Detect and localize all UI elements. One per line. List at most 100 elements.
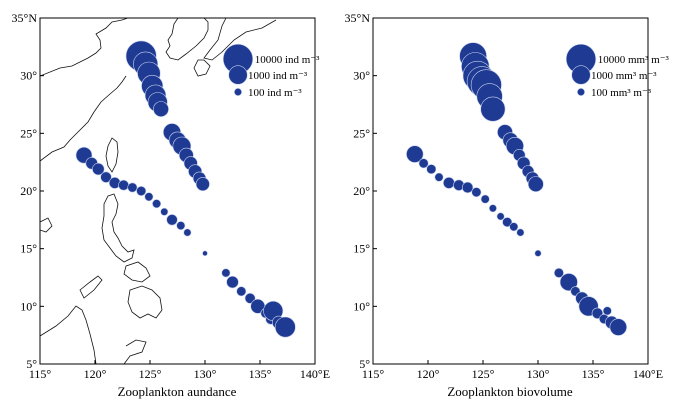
station-marker <box>152 199 162 209</box>
station-marker <box>471 187 482 198</box>
station-marker <box>488 204 497 213</box>
sulawesi-coastline <box>123 339 147 364</box>
station-marker <box>195 177 210 192</box>
y-tick-label: 35°N <box>345 11 371 25</box>
station-marker <box>226 275 239 289</box>
x-tick-label: 135° <box>249 367 272 381</box>
biovolume-map-panel: 10000 mm³ m⁻³ 1000 mm³ m⁻³ 100 mm³ m⁻³ 115… <box>345 11 670 399</box>
taiwan-coastline <box>105 137 119 173</box>
x-tick-label: 115° <box>29 367 52 381</box>
station-marker <box>434 172 444 182</box>
legend-label: 1000 mm³ m⁻³ <box>591 70 657 82</box>
station-marker <box>406 145 424 163</box>
x-axis-ticks: 115° 120° 125° 130° 135° 140°E <box>29 360 330 381</box>
y-tick-label: 25° <box>20 126 37 140</box>
station-marker <box>236 286 247 297</box>
station-markers <box>75 40 296 338</box>
japan-coastline <box>203 18 277 61</box>
station-marker <box>183 228 192 237</box>
station-marker <box>118 179 129 191</box>
x-tick-label: 135° <box>582 367 605 381</box>
y-tick-label: 20° <box>20 184 37 198</box>
station-marker <box>244 292 256 304</box>
station-marker <box>609 318 627 336</box>
y-axis-ticks: 5° 10° 15° 20° 25° 30° 35°N <box>12 11 44 371</box>
y-tick-label: 5° <box>26 357 37 371</box>
station-marker <box>221 268 231 278</box>
abundance-map-panel: 10000 ind m⁻³ 1000 ind m⁻³ 100 ind m⁻³ 115… <box>12 11 331 399</box>
legend-label: 100 mm³ m⁻³ <box>591 87 652 99</box>
y-tick-label: 20° <box>353 184 370 198</box>
station-marker <box>202 250 208 257</box>
legend-marker <box>571 65 591 85</box>
y-tick-label: 30° <box>353 69 370 83</box>
station-marker <box>127 182 138 193</box>
station-marker <box>496 212 505 221</box>
legend-marker <box>228 65 248 85</box>
station-marker <box>160 207 169 216</box>
legend-label: 1000 ind m⁻³ <box>248 70 308 82</box>
legend-label: 10000 ind m⁻³ <box>255 54 320 66</box>
station-marker <box>153 101 169 117</box>
x-tick-label: 130° <box>527 367 550 381</box>
station-marker <box>176 221 186 231</box>
coastlines <box>40 18 277 364</box>
station-marker <box>100 171 112 183</box>
x-axis-label: Zooplankton biovolume <box>447 384 573 399</box>
visayas-coastline <box>123 261 151 283</box>
kyushu-coastline <box>193 59 211 77</box>
station-markers <box>406 42 627 336</box>
station-marker <box>92 162 105 176</box>
station-marker <box>426 164 437 175</box>
station-marker <box>274 316 296 338</box>
y-tick-label: 10° <box>20 299 37 313</box>
y-tick-label: 25° <box>353 126 370 140</box>
station-marker <box>509 222 519 232</box>
korea-coastline <box>165 18 209 61</box>
china-coastline <box>40 18 129 77</box>
china-southeast-coastline <box>40 75 127 162</box>
legend-label: 100 ind m⁻³ <box>248 87 302 99</box>
y-tick-label: 15° <box>353 242 370 256</box>
x-tick-label: 140°E <box>300 367 330 381</box>
station-marker <box>166 214 178 226</box>
mindanao-coastline <box>127 285 163 319</box>
x-axis-label: Zooplankton aundance <box>118 384 237 399</box>
legend-label: 10000 mm³ m⁻³ <box>598 54 670 66</box>
station-marker <box>559 273 578 292</box>
legend-marker <box>576 88 585 97</box>
station-marker <box>553 267 564 278</box>
y-tick-label: 15° <box>20 242 37 256</box>
luzon-coastline <box>101 193 135 263</box>
legend: 10000 mm³ m⁻³ 1000 mm³ m⁻³ 100 mm³ m⁻³ <box>565 43 670 99</box>
y-tick-label: 35°N <box>12 11 38 25</box>
legend: 10000 ind m⁻³ 1000 ind m⁻³ 100 ind m⁻³ <box>222 43 320 99</box>
station-marker <box>418 158 429 169</box>
station-marker <box>461 181 474 194</box>
station-marker <box>516 228 525 237</box>
station-marker <box>527 176 544 192</box>
x-tick-label: 130° <box>194 367 217 381</box>
station-marker <box>144 192 154 202</box>
x-tick-label: 140°E <box>633 367 663 381</box>
station-marker <box>602 306 612 316</box>
station-marker <box>442 176 455 189</box>
station-marker <box>480 96 506 122</box>
y-tick-label: 30° <box>20 69 37 83</box>
x-tick-label: 115° <box>362 367 385 381</box>
palawan-coastline <box>79 275 103 299</box>
station-marker <box>502 217 513 228</box>
y-tick-label: 10° <box>353 299 370 313</box>
legend-marker <box>234 88 243 97</box>
x-tick-label: 120° <box>84 367 107 381</box>
hainan-coastline <box>40 217 53 233</box>
x-tick-label: 125° <box>139 367 162 381</box>
x-tick-label: 125° <box>472 367 495 381</box>
y-tick-label: 5° <box>359 357 370 371</box>
y-axis-ticks: 5° 10° 15° 20° 25° 30° 35°N <box>345 11 377 371</box>
station-marker <box>136 186 147 197</box>
x-axis-ticks: 115° 120° 125° 130° 135° 140°E <box>362 360 663 381</box>
borneo-coastline <box>40 305 97 364</box>
station-marker <box>534 249 542 257</box>
